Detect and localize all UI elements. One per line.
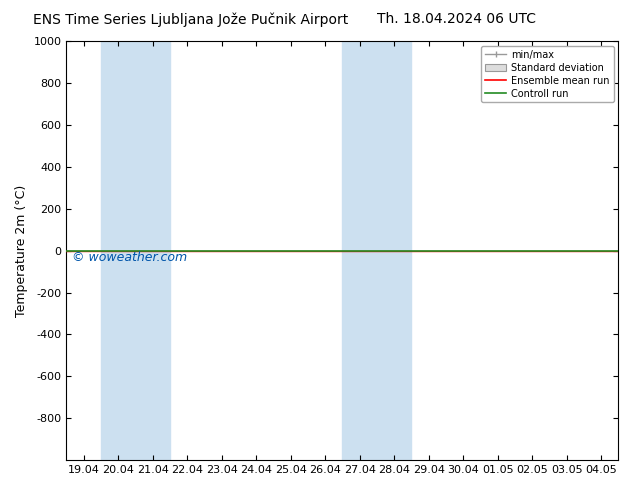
- Text: © woweather.com: © woweather.com: [72, 250, 187, 264]
- Y-axis label: Temperature 2m (°C): Temperature 2m (°C): [15, 184, 28, 317]
- Bar: [101, 41, 170, 460]
- Bar: [342, 41, 411, 460]
- Text: ENS Time Series Ljubljana Jože Pučnik Airport: ENS Time Series Ljubljana Jože Pučnik Ai…: [32, 12, 348, 27]
- Text: Th. 18.04.2024 06 UTC: Th. 18.04.2024 06 UTC: [377, 12, 536, 26]
- Legend: min/max, Standard deviation, Ensemble mean run, Controll run: min/max, Standard deviation, Ensemble me…: [481, 46, 614, 102]
